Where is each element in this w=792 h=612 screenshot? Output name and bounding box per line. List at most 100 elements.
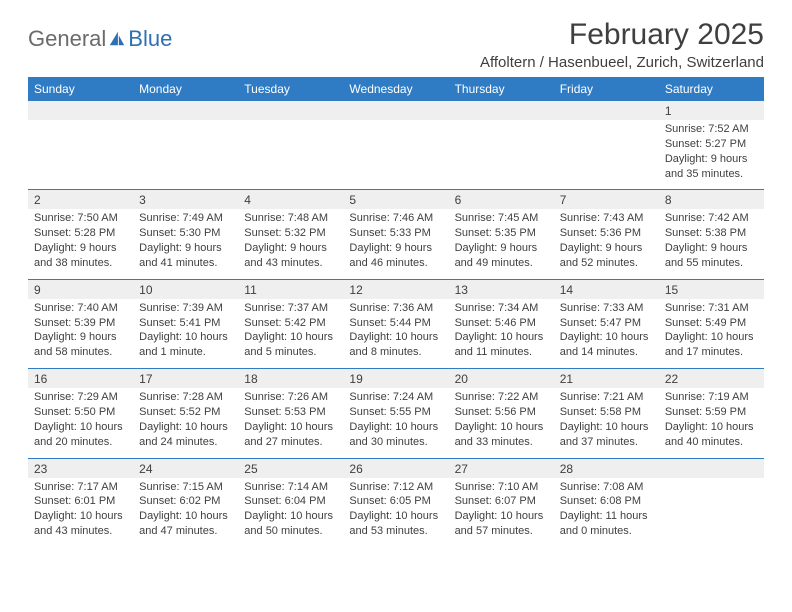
day-number-cell: 4 bbox=[238, 190, 343, 209]
day-data-cell bbox=[238, 120, 343, 190]
sunset-text: Sunset: 6:01 PM bbox=[34, 494, 127, 509]
day-data-cell: Sunrise: 7:42 AMSunset: 5:38 PMDaylight:… bbox=[659, 209, 764, 279]
daylight-text: Daylight: 9 hours and 52 minutes. bbox=[560, 241, 653, 271]
sunset-text: Sunset: 5:32 PM bbox=[244, 226, 337, 241]
week-daynum-row: 9101112131415 bbox=[28, 280, 764, 299]
day-header: Saturday bbox=[659, 77, 764, 101]
daylight-text: Daylight: 10 hours and 27 minutes. bbox=[244, 420, 337, 450]
sunset-text: Sunset: 5:28 PM bbox=[34, 226, 127, 241]
day-number-cell: 12 bbox=[343, 280, 448, 299]
sunrise-text: Sunrise: 7:24 AM bbox=[349, 390, 442, 405]
sunset-text: Sunset: 5:39 PM bbox=[34, 316, 127, 331]
sunrise-text: Sunrise: 7:29 AM bbox=[34, 390, 127, 405]
day-number-cell bbox=[238, 101, 343, 120]
day-data-cell: Sunrise: 7:49 AMSunset: 5:30 PMDaylight:… bbox=[133, 209, 238, 279]
daylight-text: Daylight: 10 hours and 50 minutes. bbox=[244, 509, 337, 539]
day-data-cell: Sunrise: 7:45 AMSunset: 5:35 PMDaylight:… bbox=[449, 209, 554, 279]
day-data-cell: Sunrise: 7:36 AMSunset: 5:44 PMDaylight:… bbox=[343, 299, 448, 369]
day-number-cell: 2 bbox=[28, 190, 133, 209]
day-number-cell: 28 bbox=[554, 459, 659, 478]
sunset-text: Sunset: 6:08 PM bbox=[560, 494, 653, 509]
day-data-cell: Sunrise: 7:08 AMSunset: 6:08 PMDaylight:… bbox=[554, 478, 659, 543]
sunrise-text: Sunrise: 7:34 AM bbox=[455, 301, 548, 316]
day-number-cell: 22 bbox=[659, 369, 764, 388]
daylight-text: Daylight: 10 hours and 53 minutes. bbox=[349, 509, 442, 539]
day-data-cell: Sunrise: 7:12 AMSunset: 6:05 PMDaylight:… bbox=[343, 478, 448, 543]
daylight-text: Daylight: 10 hours and 47 minutes. bbox=[139, 509, 232, 539]
sunset-text: Sunset: 6:04 PM bbox=[244, 494, 337, 509]
sunset-text: Sunset: 5:52 PM bbox=[139, 405, 232, 420]
day-data-cell: Sunrise: 7:37 AMSunset: 5:42 PMDaylight:… bbox=[238, 299, 343, 369]
daylight-text: Daylight: 9 hours and 35 minutes. bbox=[665, 152, 758, 182]
day-header: Tuesday bbox=[238, 77, 343, 101]
sunrise-text: Sunrise: 7:48 AM bbox=[244, 211, 337, 226]
day-data-cell: Sunrise: 7:50 AMSunset: 5:28 PMDaylight:… bbox=[28, 209, 133, 279]
calendar-table: SundayMondayTuesdayWednesdayThursdayFrid… bbox=[28, 77, 764, 543]
day-data-cell: Sunrise: 7:29 AMSunset: 5:50 PMDaylight:… bbox=[28, 388, 133, 458]
day-number-cell: 8 bbox=[659, 190, 764, 209]
sunrise-text: Sunrise: 7:33 AM bbox=[560, 301, 653, 316]
week-data-row: Sunrise: 7:29 AMSunset: 5:50 PMDaylight:… bbox=[28, 388, 764, 458]
day-number-cell: 1 bbox=[659, 101, 764, 120]
day-data-cell: Sunrise: 7:52 AMSunset: 5:27 PMDaylight:… bbox=[659, 120, 764, 190]
daylight-text: Daylight: 10 hours and 17 minutes. bbox=[665, 330, 758, 360]
day-number-cell: 25 bbox=[238, 459, 343, 478]
day-number-cell: 24 bbox=[133, 459, 238, 478]
sunrise-text: Sunrise: 7:52 AM bbox=[665, 122, 758, 137]
day-number-cell: 16 bbox=[28, 369, 133, 388]
daylight-text: Daylight: 10 hours and 11 minutes. bbox=[455, 330, 548, 360]
day-data-cell: Sunrise: 7:21 AMSunset: 5:58 PMDaylight:… bbox=[554, 388, 659, 458]
sunrise-text: Sunrise: 7:40 AM bbox=[34, 301, 127, 316]
sunrise-text: Sunrise: 7:50 AM bbox=[34, 211, 127, 226]
day-data-cell bbox=[449, 120, 554, 190]
day-number-cell: 11 bbox=[238, 280, 343, 299]
day-number-cell: 5 bbox=[343, 190, 448, 209]
sunrise-text: Sunrise: 7:14 AM bbox=[244, 480, 337, 495]
sunrise-text: Sunrise: 7:10 AM bbox=[455, 480, 548, 495]
day-number-cell: 6 bbox=[449, 190, 554, 209]
day-number-cell bbox=[133, 101, 238, 120]
day-number-cell: 26 bbox=[343, 459, 448, 478]
sunrise-text: Sunrise: 7:36 AM bbox=[349, 301, 442, 316]
day-header: Wednesday bbox=[343, 77, 448, 101]
sunset-text: Sunset: 5:38 PM bbox=[665, 226, 758, 241]
week-daynum-row: 232425262728 bbox=[28, 459, 764, 478]
sunrise-text: Sunrise: 7:46 AM bbox=[349, 211, 442, 226]
daylight-text: Daylight: 9 hours and 38 minutes. bbox=[34, 241, 127, 271]
sunrise-text: Sunrise: 7:15 AM bbox=[139, 480, 232, 495]
sunset-text: Sunset: 5:56 PM bbox=[455, 405, 548, 420]
day-number-cell: 21 bbox=[554, 369, 659, 388]
day-data-cell: Sunrise: 7:33 AMSunset: 5:47 PMDaylight:… bbox=[554, 299, 659, 369]
brand-logo: General Blue bbox=[28, 18, 172, 52]
daylight-text: Daylight: 10 hours and 33 minutes. bbox=[455, 420, 548, 450]
day-data-cell bbox=[659, 478, 764, 543]
week-data-row: Sunrise: 7:50 AMSunset: 5:28 PMDaylight:… bbox=[28, 209, 764, 279]
sunrise-text: Sunrise: 7:22 AM bbox=[455, 390, 548, 405]
week-daynum-row: 2345678 bbox=[28, 190, 764, 209]
sunrise-text: Sunrise: 7:12 AM bbox=[349, 480, 442, 495]
day-number-cell: 9 bbox=[28, 280, 133, 299]
week-daynum-row: 16171819202122 bbox=[28, 369, 764, 388]
sunset-text: Sunset: 5:41 PM bbox=[139, 316, 232, 331]
day-data-cell: Sunrise: 7:34 AMSunset: 5:46 PMDaylight:… bbox=[449, 299, 554, 369]
day-data-cell: Sunrise: 7:14 AMSunset: 6:04 PMDaylight:… bbox=[238, 478, 343, 543]
day-data-cell: Sunrise: 7:43 AMSunset: 5:36 PMDaylight:… bbox=[554, 209, 659, 279]
day-data-cell: Sunrise: 7:28 AMSunset: 5:52 PMDaylight:… bbox=[133, 388, 238, 458]
sunset-text: Sunset: 5:47 PM bbox=[560, 316, 653, 331]
brand-word-1: General bbox=[28, 26, 106, 52]
sunrise-text: Sunrise: 7:21 AM bbox=[560, 390, 653, 405]
sunset-text: Sunset: 5:44 PM bbox=[349, 316, 442, 331]
daylight-text: Daylight: 9 hours and 55 minutes. bbox=[665, 241, 758, 271]
daylight-text: Daylight: 9 hours and 41 minutes. bbox=[139, 241, 232, 271]
day-data-cell bbox=[343, 120, 448, 190]
day-number-cell bbox=[659, 459, 764, 478]
day-data-cell bbox=[133, 120, 238, 190]
sunrise-text: Sunrise: 7:08 AM bbox=[560, 480, 653, 495]
day-header: Sunday bbox=[28, 77, 133, 101]
daylight-text: Daylight: 9 hours and 43 minutes. bbox=[244, 241, 337, 271]
day-data-cell: Sunrise: 7:19 AMSunset: 5:59 PMDaylight:… bbox=[659, 388, 764, 458]
daylight-text: Daylight: 10 hours and 8 minutes. bbox=[349, 330, 442, 360]
sunrise-text: Sunrise: 7:39 AM bbox=[139, 301, 232, 316]
day-number-cell: 13 bbox=[449, 280, 554, 299]
day-number-cell: 18 bbox=[238, 369, 343, 388]
